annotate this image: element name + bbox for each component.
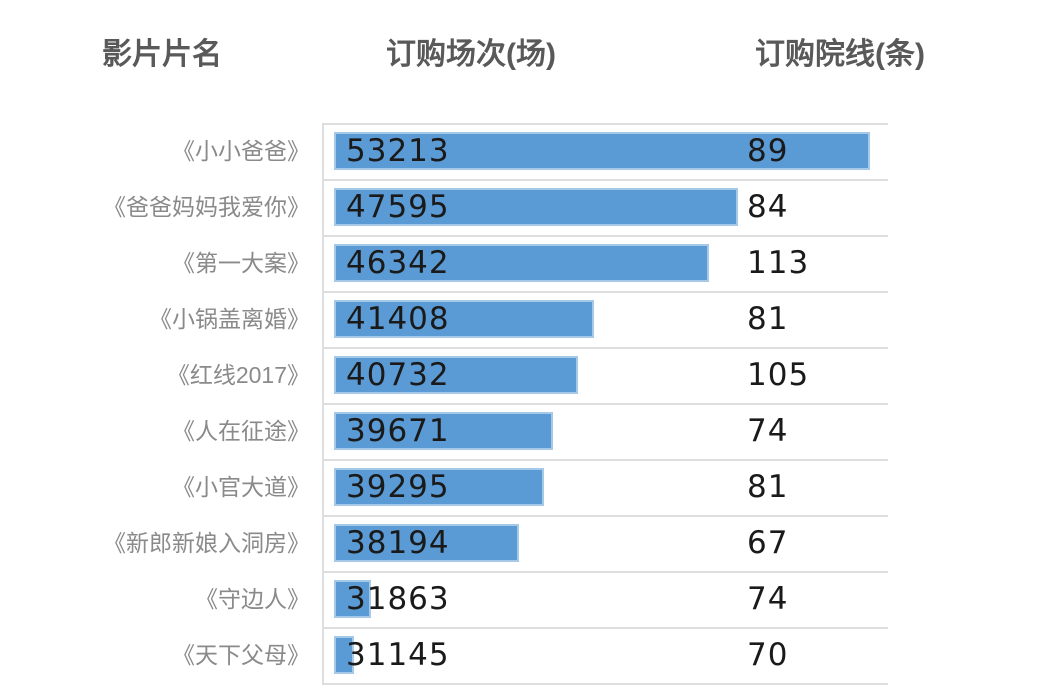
sessions-bar: [334, 188, 739, 226]
sessions-value: 31863: [346, 581, 450, 617]
cinema-lines-value: 81: [747, 301, 789, 337]
film-title-label: 《第一大案》: [172, 250, 310, 276]
film-title-label: 《天下父母》: [172, 642, 310, 668]
row-separator-line: [323, 683, 888, 685]
table-row: 《守边人》 31863 74: [0, 571, 1037, 627]
row-separator-line: [323, 123, 888, 125]
film-title-label: 《小小爸爸》: [172, 138, 310, 164]
cinema-lines-value: 81: [747, 469, 789, 505]
cinema-lines-value: 74: [747, 581, 789, 617]
table-row: 《小小爸爸》 53213 89: [0, 123, 1037, 179]
sessions-bar: [334, 300, 594, 338]
sessions-value: 31145: [346, 637, 450, 673]
sessions-value: 40732: [346, 357, 450, 393]
sessions-bar: [334, 356, 578, 394]
row-separator-line: [323, 179, 888, 181]
column-header-sessions: 订购场次(场): [386, 38, 556, 71]
table-row: 《爸爸妈妈我爱你》 47595 84: [0, 179, 1037, 235]
film-title-label: 《小锅盖离婚》: [149, 306, 310, 332]
row-separator-line: [323, 627, 888, 629]
column-header-film-title: 影片片名: [102, 38, 222, 71]
film-title-label: 《守边人》: [195, 586, 310, 612]
row-separator-line: [323, 459, 888, 461]
film-title-label: 《红线2017》: [166, 362, 310, 388]
cinema-lines-value: 67: [747, 525, 789, 561]
row-separator-line: [323, 235, 888, 237]
sessions-bar: [334, 468, 545, 506]
cinema-lines-value: 89: [747, 133, 789, 169]
column-header-cinema-lines: 订购院线(条): [755, 38, 925, 71]
film-title-label: 《爸爸妈妈我爱你》: [103, 194, 310, 220]
table-row: 《小锅盖离婚》 41408 81: [0, 291, 1037, 347]
sessions-bar: [334, 636, 354, 674]
sessions-value: 47595: [346, 189, 450, 225]
table-row: 《红线2017》 40732 105: [0, 347, 1037, 403]
table-row: 《小官大道》 39295 81: [0, 459, 1037, 515]
sessions-value: 39671: [346, 413, 450, 449]
row-separator-line: [323, 291, 888, 293]
row-separator-line: [323, 515, 888, 517]
sessions-value: 38194: [346, 525, 450, 561]
table-row: 《人在征途》 39671 74: [0, 403, 1037, 459]
sessions-value: 39295: [346, 469, 450, 505]
sessions-value: 53213: [346, 133, 450, 169]
cinema-lines-value: 70: [747, 637, 789, 673]
cinema-lines-value: 113: [747, 245, 810, 281]
row-separator-line: [323, 571, 888, 573]
row-separator-line: [323, 347, 888, 349]
film-title-label: 《小官大道》: [172, 474, 310, 500]
table-row: 《天下父母》 31145 70: [0, 627, 1037, 683]
table-row: 《第一大案》 46342 113: [0, 235, 1037, 291]
sessions-bar: [334, 524, 519, 562]
sessions-bar: [334, 580, 371, 618]
film-title-label: 《人在征途》: [172, 418, 310, 444]
sessions-bar: [334, 244, 709, 282]
film-title-label: 《新郎新娘入洞房》: [103, 530, 310, 556]
sessions-bar: [334, 132, 870, 170]
sessions-value: 41408: [346, 301, 450, 337]
cinema-lines-value: 84: [747, 189, 789, 225]
table-row: 《新郎新娘入洞房》 38194 67: [0, 515, 1037, 571]
row-separator-line: [323, 403, 888, 405]
cinema-lines-value: 74: [747, 413, 789, 449]
sessions-value: 46342: [346, 245, 450, 281]
sessions-bar: [334, 412, 554, 450]
cinema-lines-value: 105: [747, 357, 810, 393]
